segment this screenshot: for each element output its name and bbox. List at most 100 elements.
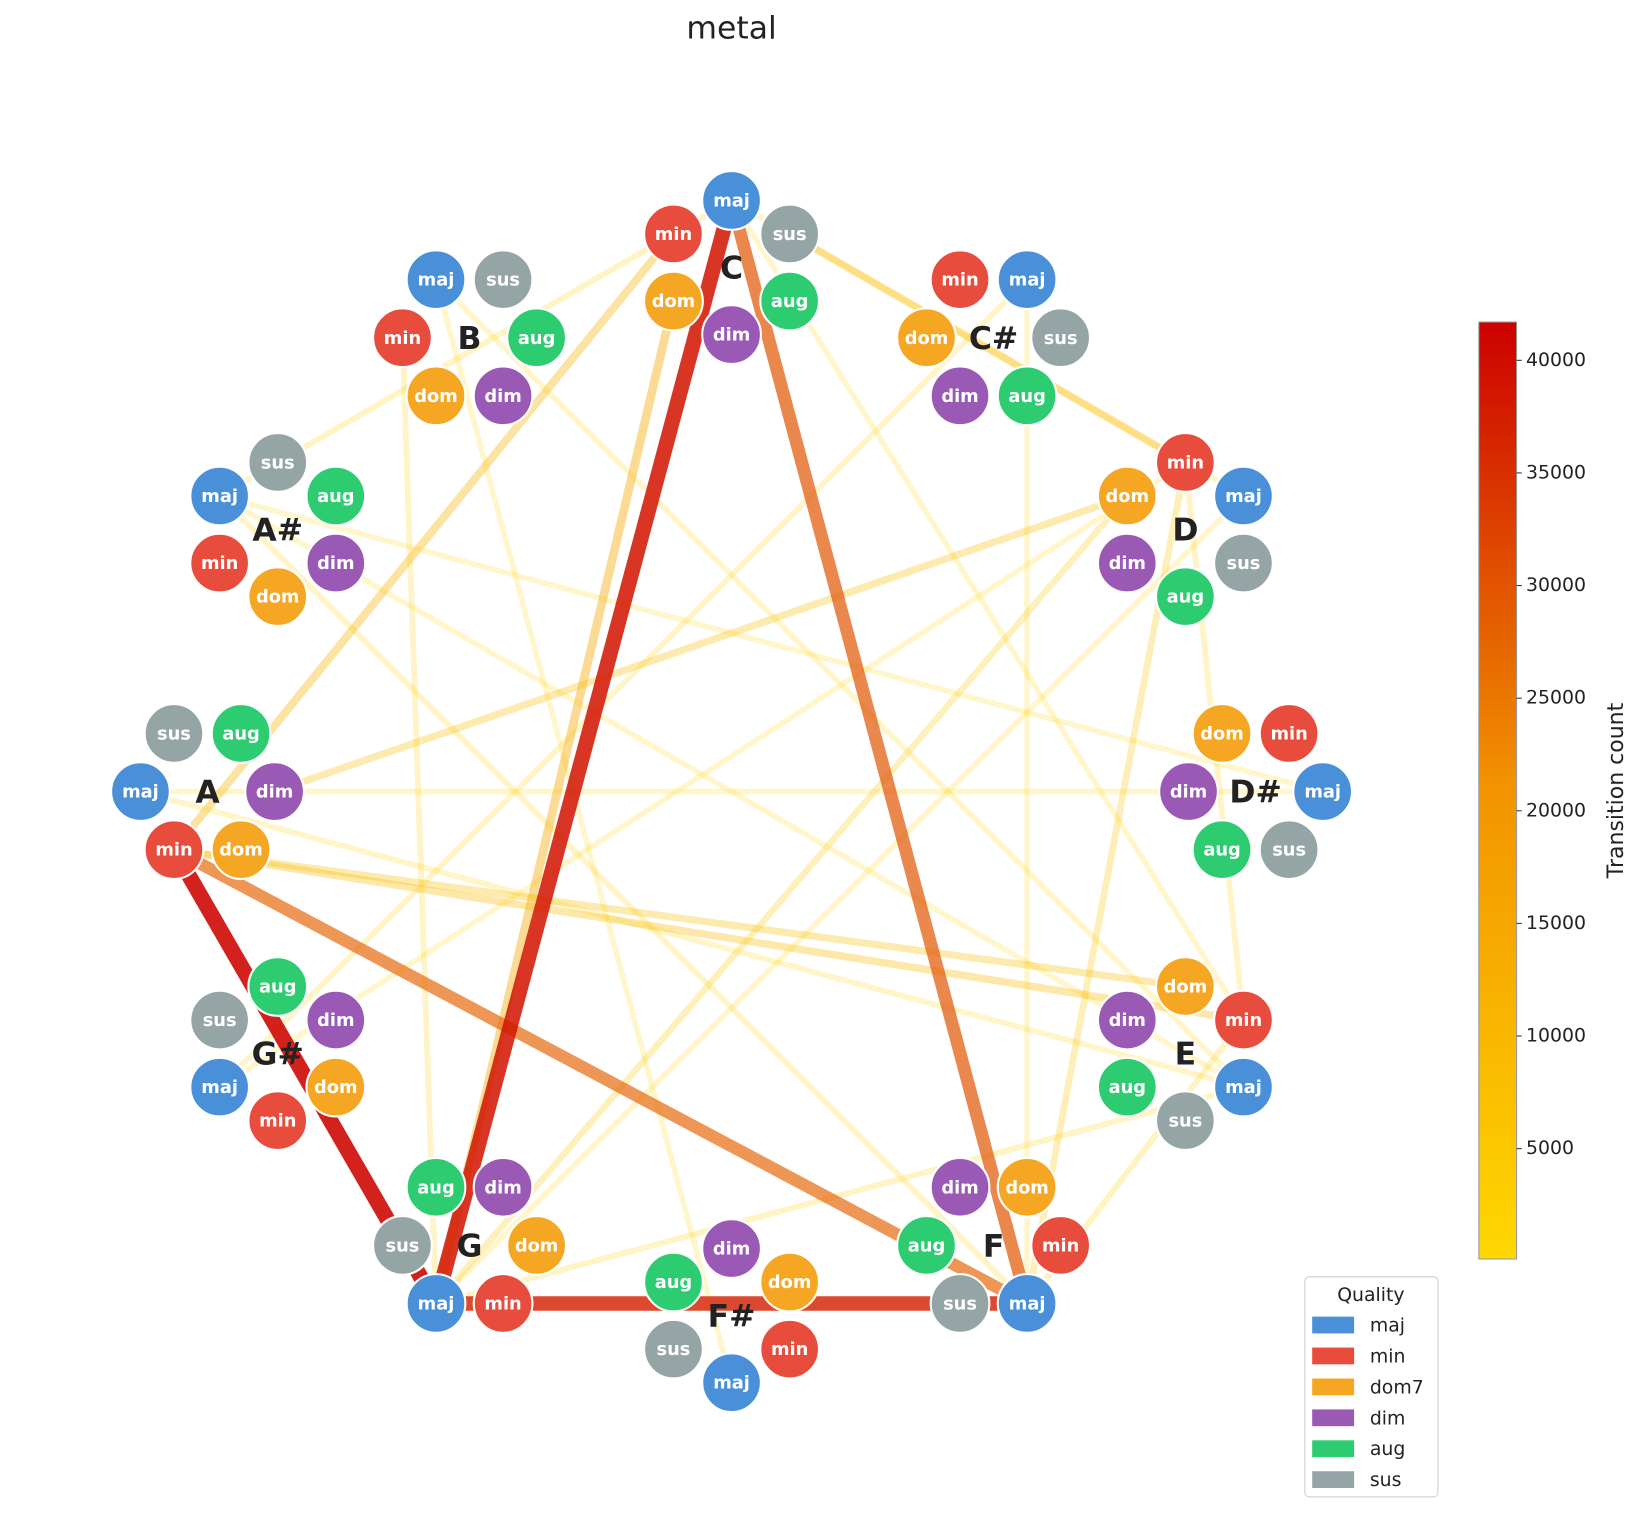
chord-node [1213, 989, 1274, 1051]
chord-node [896, 307, 957, 369]
root-label: G# [252, 1037, 304, 1073]
chord-node [405, 1156, 467, 1218]
chord-node-label: sus [203, 1010, 237, 1031]
chord-node-label: sus [1227, 553, 1261, 574]
chord-node-label: aug [908, 1235, 945, 1256]
chord-node-label: maj [122, 782, 159, 803]
chord-node-label: sus [657, 1339, 691, 1360]
chord-node-label: dom [515, 1235, 559, 1256]
legend-label: dom7 [1370, 1376, 1424, 1398]
chord-node-label: sus [157, 724, 191, 745]
chord-node-label: aug [317, 486, 354, 507]
chord-node-label: dom [652, 291, 696, 312]
chord-node [405, 1273, 467, 1334]
chord-node-label: maj [1009, 270, 1046, 291]
chord-node-label: dim [941, 386, 978, 407]
chord-node-label: dim [1170, 782, 1207, 803]
legend: Quality maj min dom7 dim aug sus [1312, 1284, 1424, 1491]
chord-node [247, 1090, 309, 1152]
chord-node [210, 819, 272, 881]
legend-title: Quality [1337, 1284, 1404, 1306]
edge [170, 846, 1190, 991]
chord-node [143, 819, 205, 881]
chord-node-label: min [155, 840, 192, 861]
chord-node-label: dom [905, 328, 949, 349]
chord-node [305, 465, 367, 527]
edge [167, 843, 1034, 1310]
legend-swatch [1312, 1316, 1355, 1334]
chord-node [472, 1156, 534, 1218]
root-label: C# [969, 321, 1018, 357]
edge [433, 1084, 1247, 1307]
chord-node-label: maj [1225, 1077, 1262, 1098]
chord-node-label: aug [1109, 1077, 1146, 1098]
colorbar-tick-label: 5000 [1526, 1137, 1574, 1159]
chord-node [929, 249, 991, 311]
root-label: D# [1229, 775, 1281, 811]
root-label: D [1172, 513, 1198, 549]
chord-node [929, 1273, 991, 1334]
chord-node-label: min [259, 1111, 296, 1132]
colorbar: 5000 10000 15000 20000 25000 30000 35000 40000 T… [1478, 321, 1629, 1260]
chord-node [110, 761, 171, 822]
legend-swatch [1312, 1409, 1355, 1427]
chord-node-label: min [1270, 724, 1307, 745]
chord-node-label: maj [713, 1373, 750, 1394]
chord-node-label: dom [1164, 977, 1208, 998]
chord-node-label: sus [261, 453, 295, 474]
legend-swatch [1312, 1347, 1355, 1365]
chord-node-label: dim [1109, 1010, 1146, 1031]
chord-node [472, 365, 534, 427]
chord-node [759, 1318, 821, 1380]
chord-node-label: dom [1005, 1177, 1049, 1198]
chord-node-label: dim [1109, 553, 1146, 574]
legend-label: dim [1370, 1407, 1406, 1429]
edge [399, 334, 439, 1307]
chord-node-label: maj [713, 190, 750, 211]
chord-node-label: sus [1272, 840, 1306, 861]
chord-node-label: dom [219, 840, 263, 861]
chord-node-label: dim [713, 325, 750, 346]
chord-node-label: dim [484, 386, 521, 407]
edge [725, 194, 1034, 1310]
chord-node-label: maj [1225, 486, 1262, 507]
chord-node-label: dom [314, 1077, 358, 1098]
chord-node-label: sus [773, 224, 807, 245]
chord-node-label: sus [1044, 328, 1078, 349]
chord-node [405, 249, 467, 311]
chord-node [189, 532, 251, 594]
edge [433, 493, 1247, 1307]
chord-node [759, 270, 821, 332]
colorbar-tick-label: 15000 [1526, 912, 1586, 934]
chord-node [996, 1156, 1058, 1218]
chord-node-label: min [1167, 453, 1204, 474]
chord-node [1258, 819, 1320, 881]
chord-node-label: dom [1200, 724, 1244, 745]
chord-node [701, 1218, 762, 1279]
edges [137, 192, 1326, 1386]
edge [728, 197, 1247, 1023]
edge [216, 493, 1031, 1307]
edge [216, 493, 1326, 795]
chord-node [1096, 465, 1158, 527]
chord-node [247, 956, 309, 1017]
chord-node-label: maj [418, 1294, 455, 1315]
colorbar-tick-label: 30000 [1526, 574, 1586, 596]
chord-node [189, 465, 251, 527]
chord-node [929, 365, 991, 427]
edge [433, 276, 1247, 1090]
root-label: E [1175, 1037, 1196, 1073]
chord-node [1213, 465, 1274, 527]
legend-swatch [1312, 1378, 1355, 1396]
chord-node [247, 432, 309, 493]
chord-node [405, 365, 467, 427]
chord-node [896, 1214, 957, 1276]
chord-node [305, 1056, 367, 1118]
chord-node-label: aug [417, 1177, 454, 1198]
chord-node [506, 1214, 568, 1276]
chord-node-label: min [941, 270, 978, 291]
edge [428, 192, 740, 1312]
chord-node [643, 270, 704, 332]
edge [785, 230, 1190, 467]
chord-node [372, 307, 433, 369]
